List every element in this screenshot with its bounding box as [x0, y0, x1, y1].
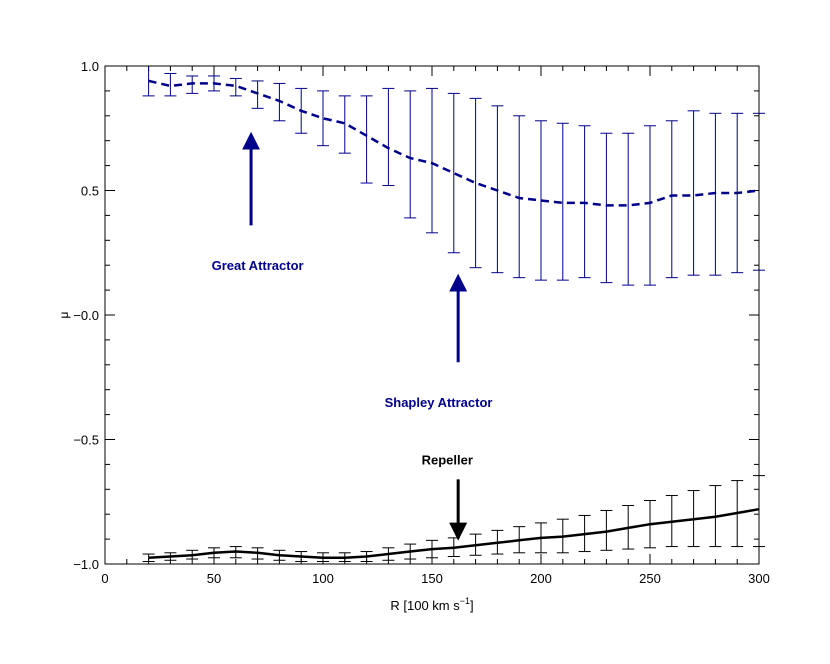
- y-tick-label: −1.0: [73, 557, 99, 572]
- axis-tick-labels: 0 50 100 150 200 250 300 −1.0 −0.5 −0.0 0.5 1.0: [73, 59, 770, 586]
- x-tick-label: 100: [312, 571, 334, 586]
- annotation-shapley-attractor: Shapley Attractor: [385, 273, 493, 410]
- y-tick-label: 0.5: [81, 184, 99, 199]
- annotations: Great Attractor Shapley Attractor Repeller: [212, 131, 493, 541]
- data-series: [142, 65, 765, 563]
- series-repeller: [142, 475, 765, 563]
- y-axis-label: μ: [57, 311, 71, 318]
- y-tick-label: −0.5: [73, 433, 99, 448]
- series-attractor: [142, 65, 765, 286]
- x-axis-label-exponent: −1: [460, 596, 470, 606]
- x-axis-label-close: ]: [470, 598, 474, 613]
- repeller-line: [148, 507, 760, 560]
- attractor-line: [148, 79, 760, 207]
- x-tick-label: 250: [639, 571, 661, 586]
- repeller-label: Repeller: [422, 452, 473, 467]
- x-tick-label: 0: [101, 571, 108, 586]
- y-tick-label: 1.0: [81, 59, 99, 74]
- plot-frame: [104, 65, 760, 565]
- x-tick-label: 50: [207, 571, 221, 586]
- annotation-great-attractor: Great Attractor: [212, 131, 304, 273]
- x-tick-label: 300: [748, 571, 770, 586]
- x-axis-label: R [100 km s−1]: [390, 596, 473, 613]
- x-tick-label: 200: [530, 571, 552, 586]
- x-tick-label: 150: [421, 571, 443, 586]
- annotation-repeller: Repeller: [422, 452, 473, 541]
- great-attractor-label: Great Attractor: [212, 258, 304, 273]
- shapley-attractor-label: Shapley Attractor: [385, 395, 493, 410]
- y-tick-label: −0.0: [73, 308, 99, 323]
